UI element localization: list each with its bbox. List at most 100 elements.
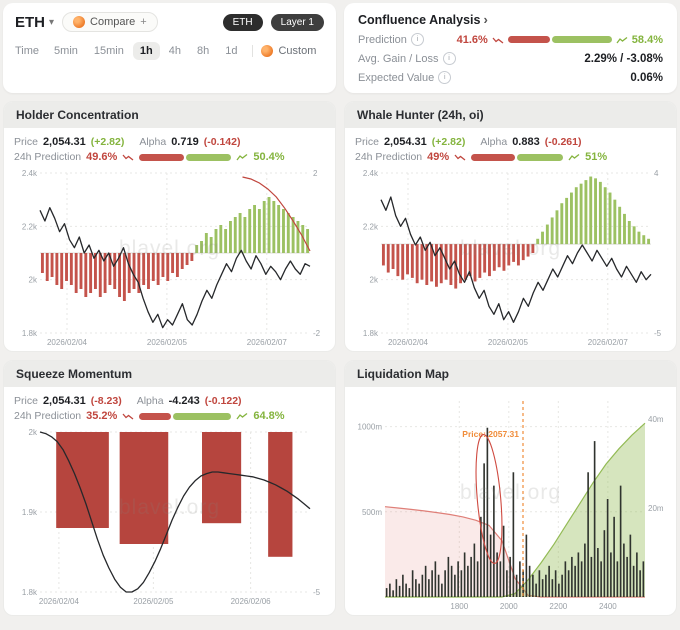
prediction-label: 24h Prediction [355, 151, 423, 163]
prediction-row: 24h Prediction 35.2% 64.8% [14, 410, 325, 422]
time-label: Time [15, 45, 40, 57]
prediction-bar [139, 412, 232, 420]
confluence-title-label: Confluence Analysis [358, 12, 481, 27]
price-change: (-8.23) [90, 395, 122, 407]
expected-value-label: Expected Value [358, 71, 435, 84]
confluence-panel: Confluence Analysis Prediction 41.6% 58.… [344, 3, 677, 93]
stats-row: Price 2,054.31 (-8.23) Alpha -4.243 (-0.… [14, 395, 325, 407]
svg-text:2: 2 [313, 169, 318, 178]
svg-text:2026/02/05: 2026/02/05 [488, 338, 529, 347]
panel-whale-hunter: Whale Hunter (24h, oi) Price 2,054.31 (+… [344, 101, 677, 352]
symbol-select[interactable]: ETH [15, 14, 54, 31]
prediction-row: 24h Prediction 49.6% 50.4% [14, 151, 325, 163]
compare-button[interactable]: Compare [62, 12, 158, 32]
alpha-change: (-0.261) [544, 136, 582, 148]
svg-text:2k: 2k [29, 428, 38, 437]
zigzag-down-icon [122, 413, 134, 420]
chart-area: 1000m 500m 40m 20m 1800 2000 2200 2400 Price: 20… [355, 393, 666, 611]
prediction-bar [471, 153, 564, 161]
svg-text:2.4k: 2.4k [22, 169, 38, 178]
svg-text:2200: 2200 [549, 602, 567, 611]
panel-title: Squeeze Momentum [4, 361, 335, 387]
compare-icon [73, 16, 86, 28]
svg-text:2000: 2000 [500, 602, 518, 611]
svg-text:2026/02/05: 2026/02/05 [147, 338, 188, 347]
panel-title: Holder Concentration [4, 102, 335, 128]
custom-icon [261, 45, 274, 57]
avg-gain-loss-row: Avg. Gain / Loss 2.29% / -3.08% [358, 52, 663, 65]
svg-text:-5: -5 [313, 588, 321, 597]
svg-text:40m: 40m [648, 415, 664, 424]
svg-text:2.2k: 2.2k [363, 222, 379, 231]
panel-title: Liquidation Map [345, 361, 676, 387]
confluence-title[interactable]: Confluence Analysis [358, 12, 663, 27]
alpha-change: (-0.142) [203, 136, 241, 148]
liquidation-map-chart[interactable]: 1000m 500m 40m 20m 1800 2000 2200 2400 Price: 20… [355, 393, 667, 611]
price-value: 2,054.31 [42, 136, 86, 148]
panel-liquidation-map: Liquidation Map 1000m 500m 40m 20m 1800 2000 2… [344, 360, 677, 616]
svg-text:1.8k: 1.8k [22, 329, 38, 338]
info-icon[interactable] [410, 33, 424, 46]
whale-hunter-chart[interactable]: 2.4k 2.2k 2k 1.8k 4 -5 2026/02/04 2026/02/05 202… [355, 165, 667, 347]
svg-text:-5: -5 [654, 329, 662, 338]
prediction-label: 24h Prediction [14, 151, 82, 163]
svg-text:1800: 1800 [450, 602, 468, 611]
svg-text:2026/02/07: 2026/02/07 [247, 338, 288, 347]
alpha-label: Alpha [139, 136, 167, 148]
holder-concentration-chart[interactable]: 2.4k 2.2k 2k 1.8k 2 -2 2026/02/04 2026/02/05 202… [14, 165, 326, 347]
timeframe-1h[interactable]: 1h [132, 42, 160, 60]
svg-text:1.9k: 1.9k [22, 508, 38, 517]
chevron-down-icon [49, 17, 54, 28]
svg-text:1000m: 1000m [358, 423, 383, 432]
alpha-change: (-0.122) [204, 395, 242, 407]
panel-holder-concentration: Holder Concentration Price 2,054.31 (+2.… [3, 101, 336, 352]
svg-text:2026/02/05: 2026/02/05 [133, 597, 174, 606]
zigzag-up-icon [236, 153, 248, 161]
panel-title: Whale Hunter (24h, oi) [345, 102, 676, 128]
timeframe-4h[interactable]: 4h [168, 45, 181, 57]
price-label: Price [355, 136, 379, 148]
squeeze-momentum-chart[interactable]: 2k 1.9k 1.8k -5 2026/02/04 2026/02/05 2026/02/… [14, 424, 326, 606]
info-icon[interactable] [438, 71, 452, 84]
stats-row: Price 2,054.31 (+2.82) Alpha 0.883 (-0.2… [355, 136, 666, 148]
divider [252, 45, 254, 57]
price-value: 2,054.31 [383, 136, 427, 148]
alpha-value: 0.883 [512, 136, 540, 148]
panel-squeeze-momentum: Squeeze Momentum Price 2,054.31 (-8.23) … [3, 360, 336, 616]
stats-row: Price 2,054.31 (+2.82) Alpha 0.719 (-0.1… [14, 136, 325, 148]
timeframe-1d[interactable]: 1d [225, 45, 238, 57]
prediction-label: Prediction [358, 33, 407, 46]
svg-text:1.8k: 1.8k [363, 329, 379, 338]
prediction-row: Prediction 41.6% 58.4% [358, 33, 663, 46]
expected-value: 0.06% [630, 71, 663, 84]
svg-text:2400: 2400 [599, 602, 617, 611]
alpha-label: Alpha [480, 136, 508, 148]
svg-text:2026/02/04: 2026/02/04 [39, 597, 80, 606]
info-icon[interactable] [442, 52, 456, 65]
svg-text:20m: 20m [648, 504, 664, 513]
prediction-label: 24h Prediction [14, 410, 82, 422]
prediction-row: 24h Prediction 49% 51% [355, 151, 666, 163]
prediction-bar [507, 36, 612, 43]
price-value: 2,054.31 [42, 395, 86, 407]
svg-text:1.8k: 1.8k [22, 588, 38, 597]
zigzag-down-icon [122, 154, 134, 161]
symbol-label: ETH [15, 13, 45, 31]
prediction-bar [139, 153, 232, 161]
price-label: Price [14, 136, 38, 148]
svg-text:2026/02/04: 2026/02/04 [47, 338, 88, 347]
price-label: Price [14, 395, 38, 407]
plus-icon [140, 16, 146, 28]
timeframe-5min[interactable]: 5min [54, 45, 78, 57]
chevron-right-icon [484, 12, 488, 27]
price-change: (+2.82) [90, 136, 125, 148]
svg-text:2k: 2k [370, 276, 379, 285]
svg-text:2k: 2k [29, 276, 38, 285]
zigzag-up-icon [236, 412, 248, 420]
timeframe-15min[interactable]: 15min [93, 45, 124, 57]
custom-timeframe-button[interactable]: Custom [261, 45, 316, 57]
prediction-right-value: 64.8% [253, 410, 285, 422]
timeframe-8h[interactable]: 8h [196, 45, 210, 57]
svg-text:500m: 500m [362, 508, 382, 517]
custom-label: Custom [278, 45, 317, 57]
